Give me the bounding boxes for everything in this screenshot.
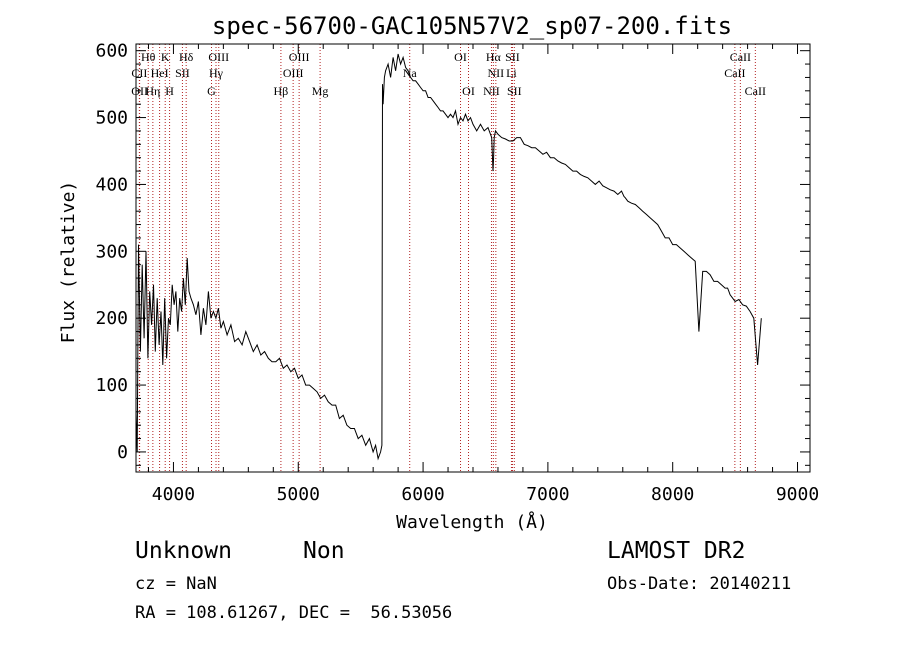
y-tick-label: 0 [117,442,128,463]
line-label-r2-3: G [207,84,216,98]
line-label-r2-9: CaII [745,84,766,98]
y-tick-label: 600 [95,41,128,62]
line-label-r1-0: CII [131,66,147,80]
object-subclass: Non [303,538,345,564]
line-label-r2-1: Hη [145,84,160,98]
y-tick-label: 300 [95,241,128,262]
line-label-r1-1: HeI [151,66,169,80]
line-label-r0-1: K [161,50,170,64]
line-label-r0-0: Hθ [141,50,156,64]
x-axis: 4000 5000 6000 7000 8000 9000 [147,44,819,505]
line-label-r0-4: OIII [289,50,310,64]
line-label-r2-5: Mg [312,84,329,98]
line-label-r1-7: Li [506,66,517,80]
x-tick-label: 6000 [401,484,444,505]
y-tick-label: 400 [95,174,128,195]
x-tick-label: 9000 [776,484,819,505]
line-label-r2-6: OI [462,84,475,98]
spectrum-line [135,53,762,461]
x-axis-label: Wavelength (Å) [396,511,548,533]
line-label-r0-2: Hδ [179,50,194,64]
line-label-r1-8: CaII [724,66,745,80]
x-tick-label: 8000 [651,484,694,505]
survey-label: LAMOST DR2 [607,538,746,564]
line-label-r1-3: Hγ [209,66,224,80]
y-tick-label: 200 [95,308,128,329]
object-class: Unknown [135,538,232,564]
plot-frame [135,43,811,473]
line-label-r2-4: Hβ [274,84,289,98]
line-label-r1-6: NII [488,66,505,80]
line-label-r0-3: OIII [208,50,229,64]
line-label-r0-8: CaII [730,50,751,64]
chart-title: spec-56700-GAC105N57V2_sp07-200.fits [212,12,732,40]
x-tick-label: 5000 [277,484,320,505]
obs-date: Obs-Date: 20140211 [607,574,792,594]
line-label-r0-5: OI [454,50,467,64]
y-axis: 0 100 200 300 400 500 600 [95,41,810,466]
line-label-r0-6: Hα [486,50,502,64]
spectral-line-markers [138,44,756,472]
y-tick-label: 500 [95,108,128,129]
x-tick-label: 7000 [526,484,569,505]
y-axis-label: Flux (relative) [58,181,79,344]
redshift: cz = NaN [135,574,217,594]
line-label-r2-2: H [165,84,174,98]
line-label-r1-2: SII [175,66,190,80]
line-label-r1-4: OIII [283,66,304,80]
line-label-r0-7: SII [505,50,520,64]
y-tick-label: 100 [95,375,128,396]
coordinates: RA = 108.61267, DEC = 56.53056 [135,603,453,623]
line-label-r1-5: Na [403,66,418,80]
line-label-r2-7: NII [483,84,500,98]
line-label-r2-8: SII [507,84,522,98]
x-tick-label: 4000 [152,484,195,505]
